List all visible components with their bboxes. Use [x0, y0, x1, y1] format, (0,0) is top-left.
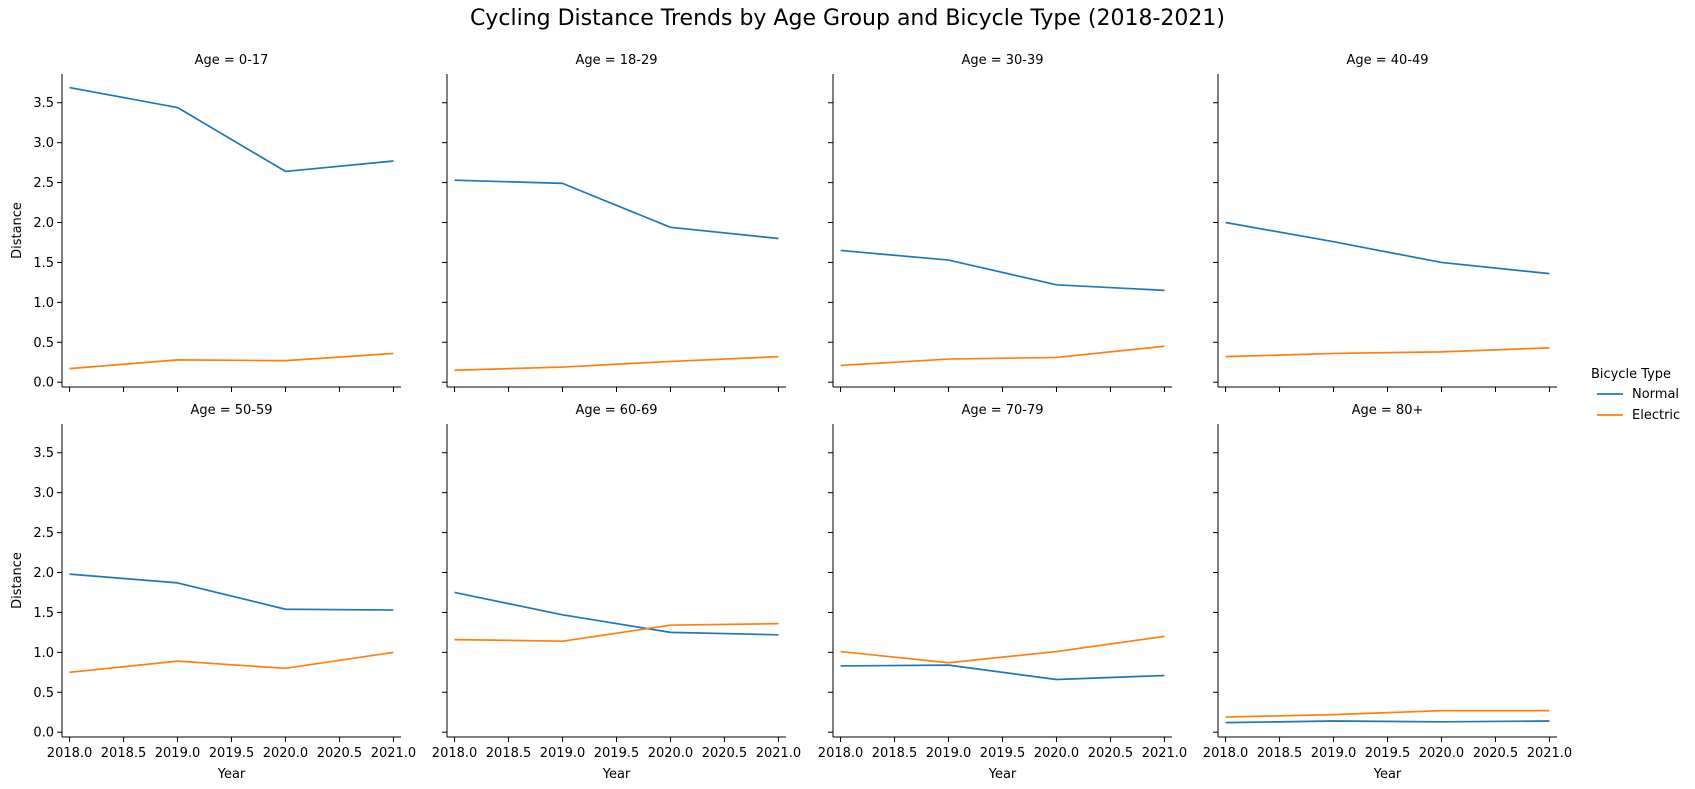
series-line-electric	[840, 345, 1165, 367]
y-tick-label: 3.5	[33, 96, 54, 111]
x-tick-label: 2018.5	[872, 746, 918, 761]
x-tick-label: 2018.5	[486, 746, 532, 761]
x-axis-label: Year	[988, 767, 1017, 782]
legend: Bicycle Type Normal Electric	[1591, 367, 1680, 423]
y-tick-label: 3.0	[33, 486, 54, 501]
legend-label: Normal	[1632, 387, 1679, 402]
series-line-electric	[1225, 347, 1550, 358]
series-line-normal	[1225, 221, 1550, 275]
y-tick-label: 0.5	[33, 686, 54, 701]
x-tick-label: 2019.0	[540, 746, 586, 761]
x-tick-label: 2020.0	[263, 746, 309, 761]
y-axis-label: Distance	[10, 202, 25, 259]
panel-title: Age = 60-69	[575, 403, 657, 418]
panel-title: Age = 30-39	[961, 53, 1043, 68]
x-tick-label: 2020.0	[648, 746, 694, 761]
facet-panel-2: Age = 18-29	[442, 53, 786, 392]
facet-panel-7: Age = 70-79 2018.0 2018.5 2019.0 2019.5 2020.…	[818, 403, 1187, 782]
panel-title: Age = 80+	[1352, 403, 1424, 418]
x-tick-label: 2020.5	[317, 746, 363, 761]
series-line-electric	[454, 355, 779, 372]
series-line-electric	[69, 352, 394, 370]
y-tick-label: 3.5	[33, 446, 54, 461]
y-tick-label: 1.5	[33, 256, 54, 271]
series-line-electric	[1225, 709, 1550, 718]
x-tick-label: 2020.5	[702, 746, 748, 761]
x-tick-label: 2018.0	[47, 746, 93, 761]
x-tick-label: 2019.5	[1365, 746, 1411, 761]
panel-title: Age = 0-17	[195, 53, 269, 68]
y-tick-label: 0.5	[33, 336, 54, 351]
y-tick-label: 2.0	[33, 566, 54, 581]
x-axis-label: Year	[1373, 767, 1402, 782]
series-line-normal	[69, 86, 394, 173]
y-tick-label: 1.5	[33, 606, 54, 621]
panel-title: Age = 40-49	[1346, 53, 1428, 68]
series-line-normal	[69, 573, 394, 611]
x-tick-label: 2019.0	[155, 746, 201, 761]
facet-panel-5: Age = 50-59 0.0 0.5 1.0 1.5 2.0 2.5 3.0 3.5 2018.…	[10, 403, 416, 782]
facet-panel-4: Age = 40-49	[1213, 53, 1557, 392]
y-tick-label: 1.0	[33, 646, 54, 661]
series-line-electric	[840, 635, 1165, 664]
series-line-normal	[840, 249, 1165, 292]
series-line-normal	[1225, 720, 1550, 724]
x-tick-label: 2019.5	[980, 746, 1026, 761]
y-axis-label: Distance	[10, 552, 25, 609]
panel-title: Age = 50-59	[190, 403, 272, 418]
series-line-normal	[454, 591, 779, 636]
x-tick-label: 2020.0	[1034, 746, 1080, 761]
y-tick-label: 2.5	[33, 526, 54, 541]
y-tick-label: 3.0	[33, 136, 54, 151]
series-line-electric	[69, 651, 394, 674]
x-tick-label: 2021.0	[756, 746, 802, 761]
x-axis-label: Year	[217, 767, 246, 782]
series-line-normal	[840, 664, 1165, 681]
series-line-electric	[454, 622, 779, 643]
x-tick-label: 2018.0	[1203, 746, 1249, 761]
y-tick-label: 2.0	[33, 216, 54, 231]
x-tick-label: 2021.0	[371, 746, 417, 761]
y-tick-label: 1.0	[33, 296, 54, 311]
x-tick-label: 2019.0	[926, 746, 972, 761]
facet-panel-1: Age = 0-17 0.0 0.5 1.0 1.5 2.0 2.5 3.0 3.5 Distan…	[10, 53, 401, 392]
x-tick-label: 2020.0	[1419, 746, 1465, 761]
facet-panel-8: Age = 80+ 2018.0 2018.5 2019.0 2019.5 2020.0 2…	[1203, 403, 1572, 782]
x-tick-label: 2019.5	[594, 746, 640, 761]
x-tick-label: 2019.5	[209, 746, 255, 761]
facet-panel-3: Age = 30-39	[828, 53, 1172, 392]
facet-panel-6: Age = 60-69 2018.0 2018.5 2019.0 2019.5 2020.…	[432, 403, 801, 782]
panel-title: Age = 70-79	[961, 403, 1043, 418]
x-tick-label: 2021.0	[1142, 746, 1188, 761]
figure-title: Cycling Distance Trends by Age Group and…	[470, 6, 1225, 31]
y-tick-label: 2.5	[33, 176, 54, 191]
panel-title: Age = 18-29	[575, 53, 657, 68]
x-tick-label: 2018.0	[432, 746, 478, 761]
x-tick-label: 2020.5	[1088, 746, 1134, 761]
x-axis-label: Year	[602, 767, 631, 782]
x-tick-label: 2018.0	[818, 746, 864, 761]
x-tick-label: 2021.0	[1527, 746, 1573, 761]
x-tick-label: 2019.0	[1311, 746, 1357, 761]
legend-title: Bicycle Type	[1591, 367, 1671, 382]
y-tick-label: 0.0	[33, 376, 54, 391]
y-tick-label: 0.0	[33, 726, 54, 741]
legend-label: Electric	[1632, 408, 1680, 423]
x-tick-label: 2018.5	[1257, 746, 1303, 761]
x-tick-label: 2018.5	[101, 746, 147, 761]
x-tick-label: 2020.5	[1473, 746, 1519, 761]
series-line-normal	[454, 179, 779, 240]
